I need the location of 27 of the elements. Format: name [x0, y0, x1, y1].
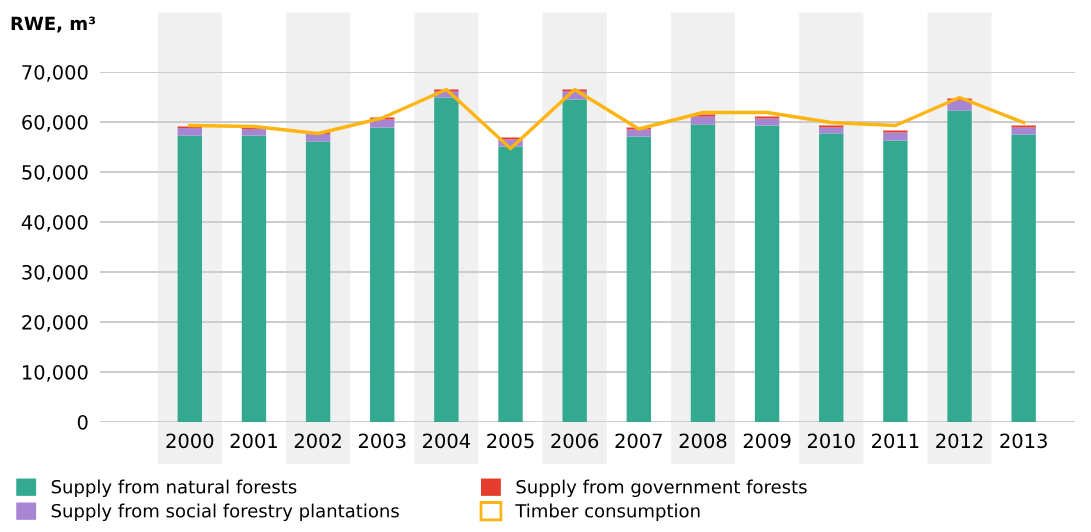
x-tick-label: 2013: [1000, 433, 1047, 449]
y-tick-label: 30,000: [22, 264, 88, 282]
y-axis-title: RWE, m³: [11, 16, 96, 33]
x-tick-label: 2005: [487, 433, 534, 449]
x-tick-label: 2006: [551, 433, 599, 449]
y-tick-label: 40,000: [21, 214, 88, 232]
x-tick-label: 2000: [166, 433, 214, 449]
legend-label: Supply from social forestry plantations: [51, 503, 399, 522]
y-tick-label: 10,000: [22, 364, 88, 382]
legend-label: Supply from government forests: [516, 479, 807, 498]
x-tick-label: 2012: [936, 433, 983, 449]
legend-label: Supply from natural forests: [51, 479, 297, 498]
y-tick-label: 20,000: [22, 314, 88, 332]
y-tick-label: 70,000: [22, 64, 88, 82]
x-tick-label: 2003: [358, 433, 406, 449]
x-tick-label: 2002: [294, 433, 341, 449]
x-tick-label: 2009: [743, 433, 791, 449]
x-tick-label: 2001: [230, 433, 277, 449]
x-tick-label: 2010: [807, 433, 855, 449]
x-tick-label: 2004: [423, 433, 471, 449]
x-tick-label: 2007: [615, 433, 662, 449]
x-tick-label: 2011: [872, 433, 919, 449]
y-tick-label: 60,000: [22, 114, 88, 132]
legend-label: Timber consumption: [515, 503, 700, 522]
y-tick-label: 50,000: [22, 164, 88, 182]
y-tick-label: 0: [77, 414, 88, 430]
x-tick-label: 2008: [679, 433, 727, 449]
